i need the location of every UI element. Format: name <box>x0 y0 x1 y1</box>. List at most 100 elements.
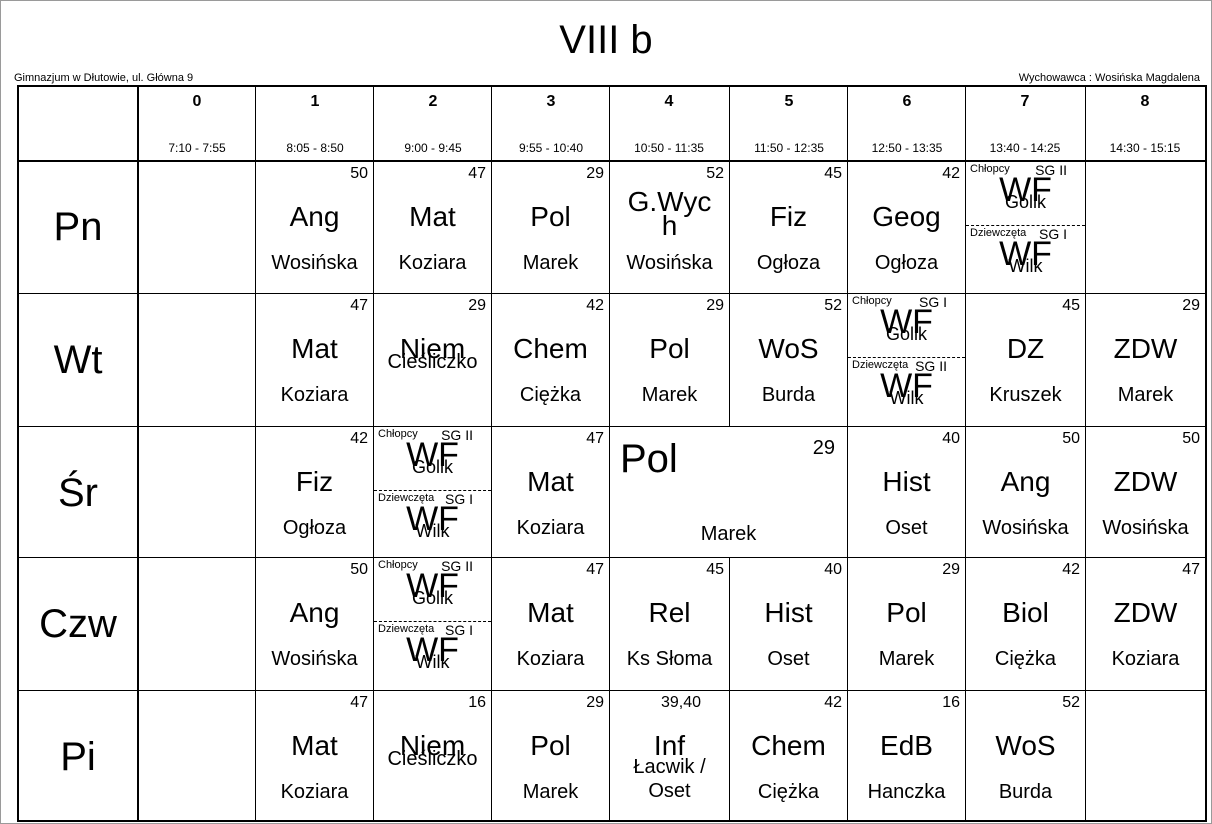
room-number: 50 <box>1182 430 1200 447</box>
day-label: Śr <box>58 471 98 515</box>
subject: Chem <box>751 730 826 761</box>
lesson-cell[interactable]: 47 Mat Koziara <box>256 294 373 426</box>
subject: Pol <box>530 201 571 232</box>
split-lesson-cell[interactable]: Chłopcy SG II WF Gollk Dziewczęta SG I W… <box>374 427 491 557</box>
subject: WF <box>999 235 1052 273</box>
subgroup-label: SG II <box>1035 162 1067 178</box>
group-divider <box>966 225 1085 226</box>
group-divider <box>848 357 965 358</box>
room-number: 29 <box>942 561 960 578</box>
group-label: Chłopcy <box>852 295 892 307</box>
lesson-cell[interactable]: 40 Hist Oset <box>848 427 965 557</box>
lesson-cell[interactable]: 29 Niem Cieśliczko <box>374 294 491 426</box>
room-number: 47 <box>350 694 368 711</box>
lesson-cell[interactable]: 42 Fiz Ogłoza <box>256 427 373 557</box>
room-number: 29 <box>586 694 604 711</box>
teacher-name: Wosińska <box>271 252 358 274</box>
group-divider <box>374 621 491 622</box>
subject: Mat <box>291 333 338 364</box>
subject: Pol <box>620 437 678 481</box>
teacher-name: Gollk <box>1004 192 1046 212</box>
room-number: 42 <box>1062 561 1080 578</box>
subject: WF <box>406 436 459 474</box>
lesson-cell[interactable]: 52 WoS Burda <box>730 294 847 426</box>
lesson-cell[interactable]: 45 Fiz Ogłoza <box>730 162 847 293</box>
split-lesson-cell[interactable]: Chłopcy SG I WF Gollk Dziewczęta SG II W… <box>848 294 965 426</box>
lesson-cell[interactable]: 16 EdB Hanczka <box>848 691 965 820</box>
subject: Fiz <box>295 466 334 497</box>
room-number: 47 <box>468 165 486 182</box>
group-girls: Dziewczęta SG I WF Wilk <box>966 226 1085 289</box>
lesson-cell[interactable]: 50 Ang Wosińska <box>966 427 1085 557</box>
room-number: 42 <box>350 430 368 447</box>
subject: ZDW <box>1113 466 1178 497</box>
lesson-cell[interactable]: 50 Ang Wosińska <box>256 162 373 293</box>
subject: ZDW <box>1113 597 1178 628</box>
group-label: Chłopcy <box>378 428 418 440</box>
room-number: 42 <box>586 297 604 314</box>
teacher-name: Wilk <box>415 521 450 541</box>
group-label: Dziewczęta <box>378 623 435 635</box>
group-divider <box>374 490 491 491</box>
split-lesson-cell[interactable]: Chłopcy SG II WF Gollk Dziewczęta SG I W… <box>966 162 1085 293</box>
lesson-cell[interactable]: 52 WoS Burda <box>966 691 1085 820</box>
period-time: 9:55 - 10:40 <box>518 141 584 155</box>
period-time: 9:00 - 9:45 <box>404 141 462 155</box>
room-number: 45 <box>706 561 724 578</box>
room-number: 50 <box>1062 430 1080 447</box>
lesson-cell[interactable]: 42 Chem Ciężka <box>730 691 847 820</box>
subject: WF <box>880 367 933 405</box>
split-lesson-cell[interactable]: Chłopcy SG II WF Gollk Dziewczęta SG I W… <box>374 558 491 690</box>
lesson-cell[interactable]: 45 Rel Ks Słoma <box>610 558 729 690</box>
lesson-cell[interactable]: 47 Mat Koziara <box>256 691 373 820</box>
room-number: 42 <box>942 165 960 182</box>
teacher-name: Oset <box>767 648 810 670</box>
lesson-cell[interactable]: 42 Geog Ogłoza <box>848 162 965 293</box>
lesson-cell[interactable]: 52 G.Wych Wosińska <box>610 162 729 293</box>
lesson-cell[interactable]: 29 Pol Marek <box>492 162 609 293</box>
lesson-cell[interactable]: 29 Pol Marek <box>492 691 609 820</box>
subgroup-label: SG I <box>444 622 473 638</box>
lesson-cell[interactable]: 47 Mat Koziara <box>492 427 609 557</box>
lesson-cell[interactable]: 47 Mat Koziara <box>492 558 609 690</box>
lesson-cell[interactable]: 29 Pol Marek <box>610 294 729 426</box>
teacher-name: Cieśliczko <box>387 748 478 770</box>
teacher-name: Burda <box>761 384 816 406</box>
room-number: 50 <box>350 165 368 182</box>
lesson-cell[interactable]: 50 Ang Wosińska <box>256 558 373 690</box>
teacher-name: Łacwik / Oset <box>633 756 706 802</box>
teacher-name: Gollk <box>885 324 927 344</box>
lesson-cell[interactable]: 39,40 Inf Łacwik / Oset <box>610 691 729 820</box>
room-number: 52 <box>824 297 842 314</box>
teacher-name: Marek <box>522 781 579 803</box>
room-number: 45 <box>824 165 842 182</box>
lesson-cell[interactable]: 47 Mat Koziara <box>374 162 491 293</box>
double-lesson-cell[interactable]: Pol 29 Marek <box>610 427 847 557</box>
subgroup-label: SG I <box>1038 226 1067 242</box>
lesson-cell[interactable]: 50 ZDW Wosińska <box>1086 427 1205 557</box>
lesson-cell[interactable]: 16 Niem Cieśliczko <box>374 691 491 820</box>
subject: Pol <box>530 730 571 761</box>
room-number: 47 <box>586 561 604 578</box>
subject: Hist <box>882 466 931 497</box>
teacher-name: Marek <box>641 384 698 406</box>
room-number: 50 <box>350 561 368 578</box>
subject: WoS <box>758 333 819 364</box>
group-girls: Dziewczęta SG I WF Wilk <box>374 622 491 685</box>
lesson-cell[interactable]: 47 ZDW Koziara <box>1086 558 1205 690</box>
lesson-cell[interactable]: 42 Biol Ciężka <box>966 558 1085 690</box>
subject: WF <box>406 500 459 538</box>
lesson-cell[interactable]: 29 ZDW Marek <box>1086 294 1205 426</box>
subgroup-label: SG I <box>444 491 473 507</box>
lesson-cell[interactable]: 29 Pol Marek <box>848 558 965 690</box>
period-number: 1 <box>310 93 320 110</box>
teacher-name: Ogłoza <box>874 252 939 274</box>
teacher-name: Koziara <box>516 648 585 670</box>
subject: Ang <box>1000 466 1051 497</box>
group-label: Chłopcy <box>970 163 1010 175</box>
lesson-cell[interactable]: 45 DZ Kruszek <box>966 294 1085 426</box>
teacher-name: Gollk <box>411 457 453 477</box>
teacher-name: Oset <box>885 517 928 539</box>
lesson-cell[interactable]: 42 Chem Ciężka <box>492 294 609 426</box>
lesson-cell[interactable]: 40 Hist Oset <box>730 558 847 690</box>
